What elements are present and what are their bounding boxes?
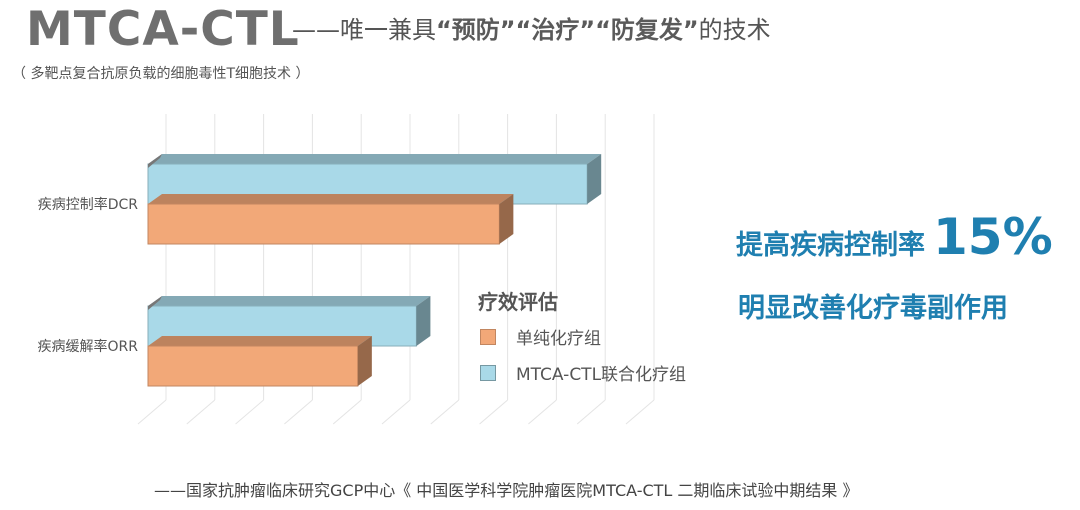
tagline-prevention: “预防”: [436, 16, 516, 44]
bar-side-1-1: [416, 296, 431, 346]
category-label-0: 疾病控制率DCR: [38, 196, 139, 213]
source-footnote: ——国家抗肿瘤临床研究GCP中心《 中国医学科学院肿瘤医院MTCA-CTL 二期…: [154, 481, 859, 500]
bar-group-cap: [148, 154, 162, 168]
chart-bars: [147, 154, 602, 387]
page-subtitle: （ 多靶点复合抗原负载的细胞毒性T细胞技术 ）: [12, 66, 310, 82]
highlight-line1-number: 15%: [933, 208, 1053, 266]
legend-item-mtca: MTCA-CTL联合化疗组: [480, 360, 686, 385]
grid-line-floor: [332, 399, 362, 425]
bar-side-0-1: [357, 336, 372, 386]
grid-line-floor: [381, 399, 411, 425]
highlight-dcr-improvement: 提高疾病控制率 15%: [736, 208, 1053, 266]
chart-category-labels: 疾病控制率DCR 疾病缓解率ORR: [38, 196, 139, 355]
title-tagline: ——唯一兼具“预防”“治疗”“防复发”的技术: [292, 14, 771, 46]
tagline-anti-relapse: “防复发”: [595, 16, 699, 44]
bar-top-0-0: [148, 194, 514, 204]
grid-line-floor: [235, 399, 264, 425]
legend-swatch-mtca: [480, 364, 496, 381]
tagline-prefix: ——唯一兼具: [292, 16, 436, 44]
grid-line-floor: [576, 399, 606, 425]
bar-side-0-0: [499, 194, 514, 244]
bar-chemo-0: [147, 203, 500, 245]
grid-line-floor: [430, 399, 460, 425]
grid-line-floor: [186, 399, 216, 425]
grid-line-floor: [528, 399, 557, 425]
highlight-line1-text: 提高疾病控制率: [736, 230, 925, 261]
bar-chemo-1: [147, 345, 359, 387]
grid-line-floor: [625, 399, 655, 425]
grid-line-floor: [284, 399, 313, 425]
legend-label-mtca: MTCA-CTL联合化疗组: [516, 365, 687, 385]
legend-title: 疗效评估: [478, 290, 558, 314]
tagline-treatment: “治疗”: [515, 16, 596, 44]
grid-line-floor: [479, 399, 508, 425]
grid-line-floor: [137, 399, 167, 425]
legend-label-chemo: 单纯化疗组: [516, 329, 601, 349]
bar-group-cap: [148, 296, 162, 310]
bar-side-1-0: [587, 154, 602, 204]
page-title: MTCA-CTL: [26, 2, 300, 57]
category-label-1: 疾病缓解率ORR: [38, 338, 139, 355]
highlight-line2: 明显改善化疗毒副作用: [738, 293, 1008, 324]
bar-top-1-1: [148, 296, 431, 306]
tagline-suffix: 的技术: [698, 16, 771, 44]
bar-top-1-0: [148, 154, 602, 164]
legend-item-chemo: 单纯化疗组: [480, 324, 601, 349]
legend-swatch-chemo: [480, 328, 496, 345]
bar-top-0-1: [148, 336, 372, 346]
